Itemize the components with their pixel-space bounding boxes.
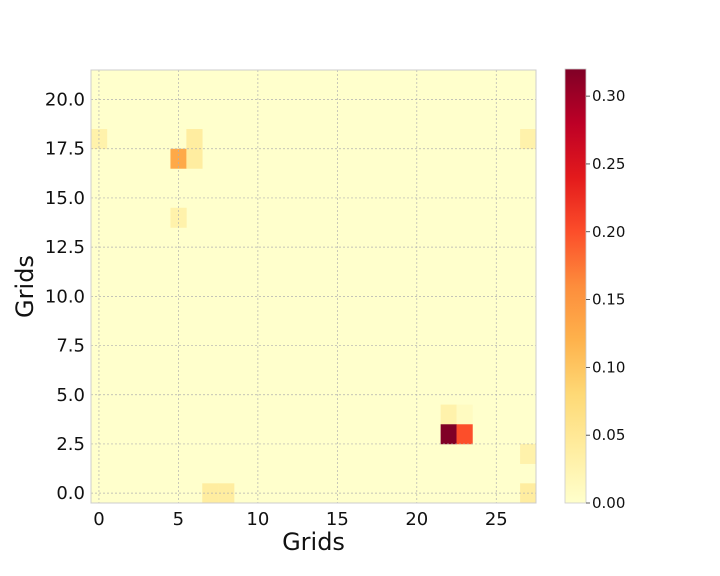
heatmap-cell — [520, 443, 537, 464]
y-tick-label: 10.0 — [45, 286, 85, 307]
heatmap-cell — [520, 129, 537, 150]
y-axis-label: Grids — [11, 255, 39, 318]
heatmap-cell — [218, 483, 235, 504]
x-axis-label: Grids — [282, 528, 345, 556]
colorbar: 0.00 0.05 0.10 0.15 0.20 0.25 0.30 — [564, 68, 625, 512]
x-tick-label: 5 — [173, 509, 184, 530]
x-axis-ticks: 0 5 10 15 20 25 — [93, 509, 508, 530]
heatmap-cell — [440, 424, 457, 445]
heatmap-cells — [91, 70, 537, 504]
y-tick-label: 7.5 — [56, 336, 85, 357]
y-tick-label: 12.5 — [45, 237, 85, 258]
heatmap-cell — [170, 207, 187, 228]
x-tick-label: 0 — [93, 509, 104, 530]
y-tick-label: 20.0 — [45, 90, 85, 111]
colorbar-tick-label: 0.30 — [592, 87, 625, 105]
colorbar-tick-label: 0.05 — [592, 426, 625, 444]
colorbar-tick-label: 0.15 — [592, 291, 625, 309]
grid-lines — [91, 70, 536, 503]
heatmap-cell — [186, 148, 203, 169]
y-tick-label: 15.0 — [45, 188, 85, 209]
colorbar-tick-label: 0.10 — [592, 358, 625, 376]
plot-frame — [90, 69, 537, 504]
x-tick-label: 15 — [326, 509, 349, 530]
heatmap-cell — [202, 483, 219, 504]
x-tick-label: 10 — [246, 509, 269, 530]
y-tick-label: 17.5 — [45, 139, 85, 160]
heatmap-cell — [440, 404, 457, 425]
y-tick-label: 2.5 — [56, 434, 85, 455]
heatmap-cell — [456, 404, 473, 425]
y-tick-label: 0.0 — [56, 483, 85, 504]
heatmap-cell — [186, 129, 203, 150]
colorbar-tick-label: 0.25 — [592, 155, 625, 173]
colorbar-tick-label: 0.20 — [592, 223, 625, 241]
y-tick-label: 5.0 — [56, 385, 85, 406]
heatmap-cell — [456, 424, 473, 445]
x-tick-label: 25 — [485, 509, 508, 530]
y-axis-ticks: 0.0 2.5 5.0 7.5 10.0 12.5 15.0 17.5 20.0 — [45, 90, 85, 505]
colorbar-tick-label: 0.00 — [592, 494, 625, 512]
colorbar-gradient — [564, 68, 587, 504]
x-tick-label: 20 — [405, 509, 428, 530]
